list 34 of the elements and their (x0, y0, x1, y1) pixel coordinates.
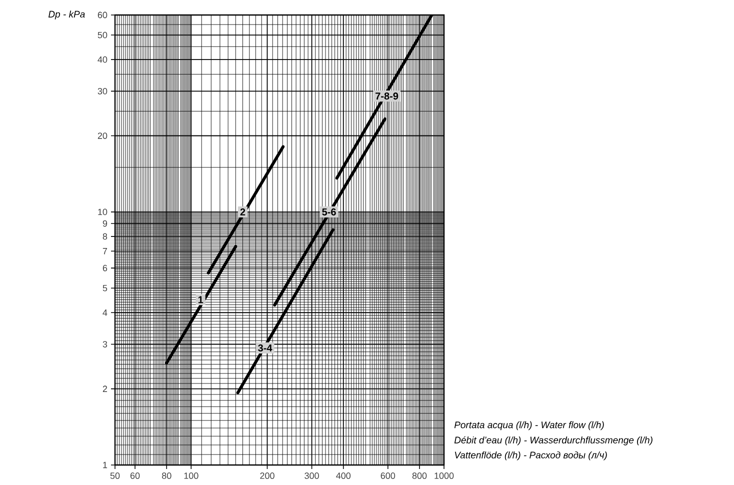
y-tick-label: 10 (98, 208, 108, 216)
annotation: 1 (198, 296, 204, 304)
x-tick-label: 600 (380, 472, 396, 479)
y-tick-label: 1 (103, 462, 108, 468)
annotation: 2 (240, 208, 246, 216)
x-tick-label: 100 (184, 472, 198, 479)
x-tick-label: 800 (412, 472, 427, 479)
text: Débit d’eau (l/h) - Wasserdurchflussmenge (l/h) (454, 436, 652, 446)
y-tick-label: 2 (102, 386, 108, 392)
x-axis-title: Portata acqua (l/h) - Water flow (l/h) (454, 421, 604, 430)
annotation: 5-6 (322, 208, 336, 216)
y-tick-label: 50 (98, 32, 108, 38)
y-tick-label: 6 (102, 264, 108, 272)
x-tick-label: 50 (110, 472, 120, 479)
x-tick-label: 80 (162, 472, 172, 479)
x-tick-label: 60 (130, 472, 140, 479)
y-tick-label: 5 (102, 284, 108, 292)
x-tick-label: 200 (260, 472, 274, 479)
x-tick-label: 400 (336, 472, 351, 479)
y-tick-label: 40 (98, 56, 108, 63)
x-tick-label: 300 (304, 472, 319, 479)
text: Vattenflöde (l/h) - Расход воды (л/ч) (454, 451, 607, 460)
y-axis-title: Dp - kPa (48, 10, 85, 20)
y-tick-label: 20 (98, 132, 108, 139)
y-tick-label: 8 (102, 233, 108, 240)
annotation: 3-4 (258, 344, 272, 352)
y-tick-label: 4 (102, 310, 108, 316)
y-tick-label: 60 (98, 12, 108, 18)
x-tick-label: 1000 (434, 472, 454, 479)
annotation: 7-8-9 (376, 92, 398, 100)
y-tick-label: 7 (102, 248, 108, 254)
y-tick-label: 30 (98, 88, 108, 94)
y-tick-label: 9 (102, 220, 108, 227)
y-tick-label: 3 (102, 341, 108, 348)
